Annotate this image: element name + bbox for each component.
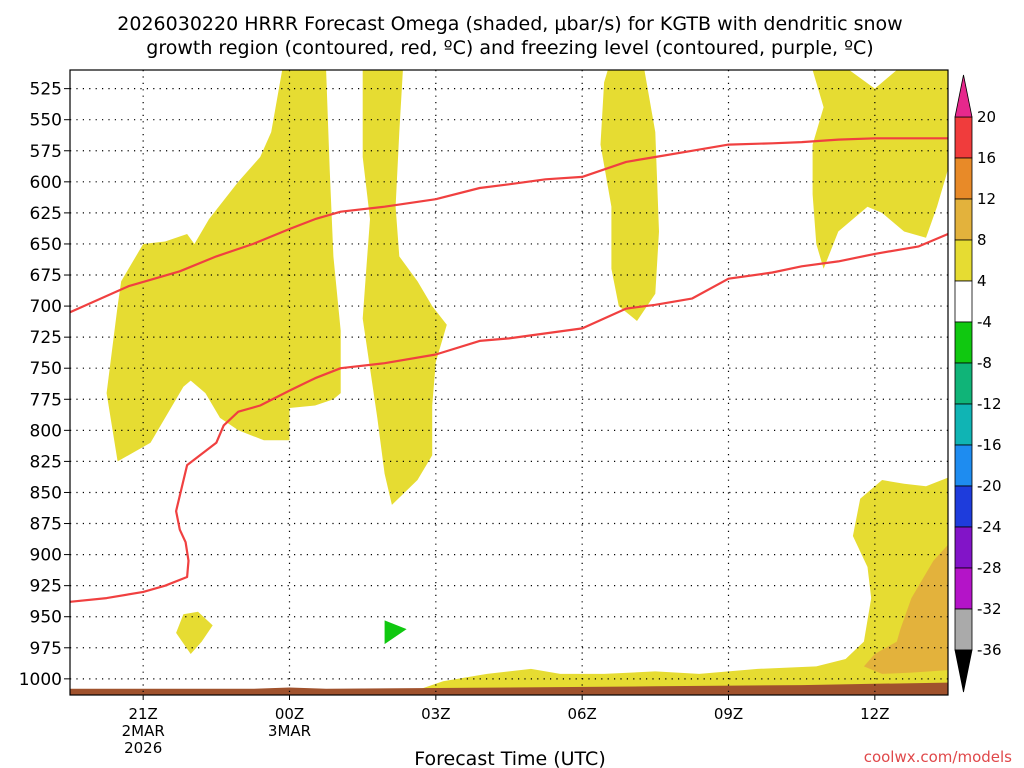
y-tick-label: 950 xyxy=(30,608,62,628)
colorbar-label: -24 xyxy=(977,518,1002,536)
x-tick-label: 06Z xyxy=(567,705,596,723)
colorbar-label: 12 xyxy=(977,190,996,208)
colorbar-label: -8 xyxy=(977,354,992,372)
omega-shading xyxy=(70,70,948,695)
colorbar-label: 4 xyxy=(977,272,987,290)
y-axis-ticks: 525 550 575 600 625 650 675 700 725 750 775 800 825 8… xyxy=(19,80,70,690)
x-tick-label: 2026 xyxy=(124,739,162,757)
x-tick-label: 3MAR xyxy=(268,722,311,740)
y-tick-label: 675 xyxy=(30,266,62,286)
y-tick-label: 575 xyxy=(30,142,62,162)
y-tick-label: 700 xyxy=(30,297,62,317)
colorbar-bin xyxy=(954,116,973,159)
y-tick-label: 800 xyxy=(30,421,62,441)
colorbar-label: 16 xyxy=(977,149,996,167)
chart-title-line-1: 2026030220 HRRR Forecast Omega (shaded, … xyxy=(117,13,902,35)
colorbar-bin xyxy=(954,567,973,610)
y-tick-label: 600 xyxy=(30,173,62,193)
y-tick-label: 625 xyxy=(30,204,62,224)
omega-region-6 xyxy=(176,611,213,654)
x-tick-label: 00Z xyxy=(275,705,304,723)
x-tick-label: 03Z xyxy=(421,705,450,723)
y-tick-label: 775 xyxy=(30,390,62,410)
x-axis-label: Forecast Time (UTC) xyxy=(414,748,605,768)
contour-line-0 xyxy=(69,137,948,314)
temperature-contours xyxy=(69,137,949,603)
colorbar-bin xyxy=(954,403,973,446)
y-tick-label: 850 xyxy=(30,483,62,503)
y-tick-label: 900 xyxy=(30,546,62,566)
colorbar-label: -28 xyxy=(977,559,1002,577)
colorbar-bin xyxy=(954,608,973,651)
colorbar-bin xyxy=(954,157,973,200)
y-tick-label: 875 xyxy=(30,515,62,535)
omega-region-3 xyxy=(812,70,948,269)
colorbar-bin xyxy=(954,198,973,241)
colorbar-bottom-extension xyxy=(954,649,973,693)
colorbar-bin xyxy=(954,280,973,323)
y-tick-label: 925 xyxy=(30,577,62,597)
y-tick-label: 750 xyxy=(30,359,62,379)
colorbar-bin xyxy=(954,485,973,528)
x-tick-label: 09Z xyxy=(714,705,743,723)
source-credit: coolwx.com/models xyxy=(864,748,1012,766)
y-tick-label: 650 xyxy=(30,235,62,255)
colorbar-bin xyxy=(954,239,973,282)
y-tick-label: 825 xyxy=(30,452,62,472)
colorbar-top-extension xyxy=(954,74,973,118)
colorbar-label: -36 xyxy=(977,641,1002,659)
colorbar-label: -12 xyxy=(977,395,1002,413)
y-tick-label: 725 xyxy=(30,328,62,348)
y-tick-label: 525 xyxy=(30,80,62,100)
colorbar-bin xyxy=(954,526,973,569)
colorbar-label: 20 xyxy=(977,108,996,126)
chart-title-line-2: growth region (contoured, red, ºC) and f… xyxy=(146,37,873,59)
colorbar-label: 8 xyxy=(977,231,987,249)
y-tick-label: 975 xyxy=(30,639,62,659)
omega-region-0 xyxy=(106,70,341,462)
colorbar-label: -20 xyxy=(977,477,1002,495)
colorbar-bin xyxy=(954,444,973,487)
omega-region-4 xyxy=(421,477,948,689)
plot-area xyxy=(69,69,949,696)
colorbar-bin xyxy=(954,362,973,405)
colorbar-label: -16 xyxy=(977,436,1002,454)
contour-line-1 xyxy=(69,232,949,603)
colorbar-bin xyxy=(954,321,973,364)
omega-region-1 xyxy=(362,70,447,505)
colorbar-label: -32 xyxy=(977,600,1002,618)
omega-region-7 xyxy=(384,620,407,645)
omega-region-2 xyxy=(600,70,659,321)
plot-frame xyxy=(69,69,949,696)
x-tick-label: 12Z xyxy=(860,705,889,723)
colorbar-label: -4 xyxy=(977,313,992,331)
omega-region-5 xyxy=(863,544,948,674)
y-tick-label: 1000 xyxy=(19,670,62,690)
x-tick-label: 21Z xyxy=(128,705,157,723)
y-tick-label: 550 xyxy=(30,111,62,131)
colorbar: 20 16 12 8 4 -4 -8 -12 -16 -20 -24 -28 -32 -36 xyxy=(954,74,1002,693)
x-tick-label: 2MAR xyxy=(122,722,165,740)
